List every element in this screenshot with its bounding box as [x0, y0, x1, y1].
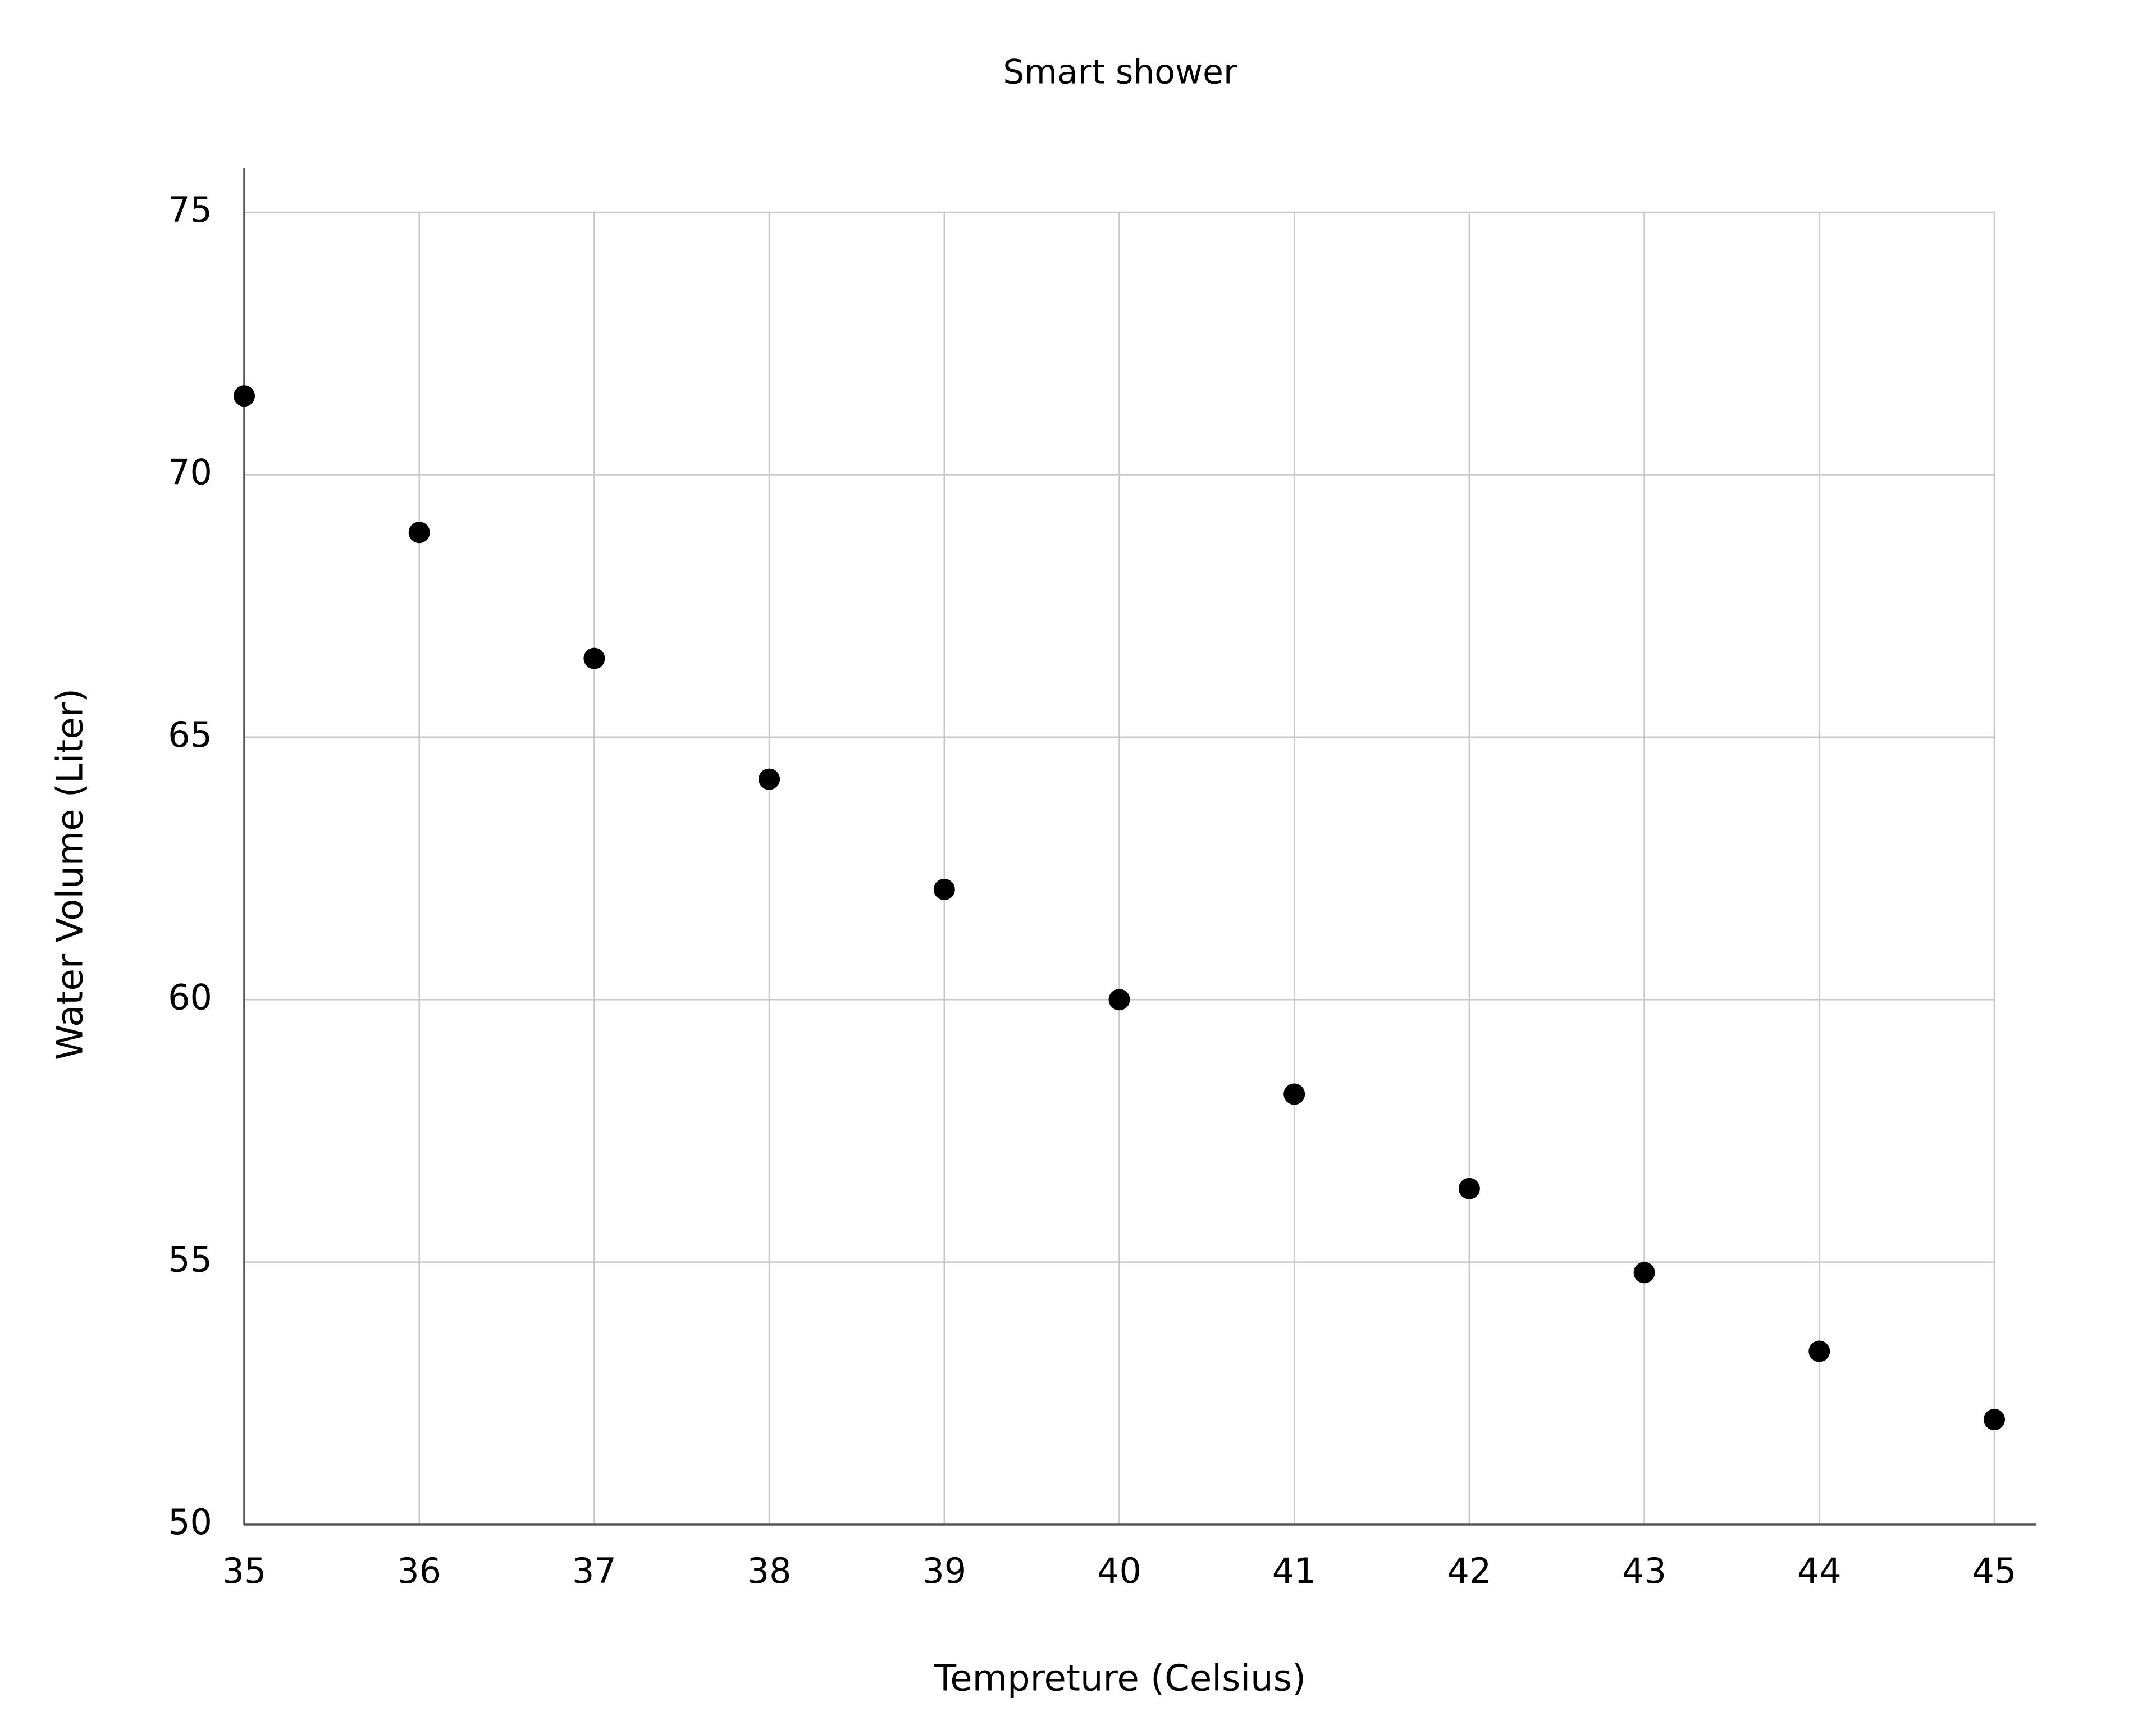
point — [1808, 1340, 1830, 1362]
point — [1633, 1262, 1655, 1284]
point — [1108, 989, 1130, 1011]
y-tick-label: 70 — [168, 451, 212, 492]
x-tick-label: 37 — [572, 1550, 616, 1591]
point — [583, 647, 605, 669]
point — [933, 878, 955, 900]
x-tick-label: 45 — [1972, 1550, 2017, 1591]
x-axis-label: Tempreture (Celsius) — [934, 1658, 1306, 1700]
y-tick-label: 65 — [168, 714, 212, 755]
x-tick-label: 43 — [1622, 1550, 1666, 1591]
x-tick-label: 39 — [922, 1550, 966, 1591]
point — [234, 385, 255, 407]
x-tick-label: 40 — [1097, 1550, 1141, 1591]
y-tick-label: 60 — [168, 976, 212, 1017]
x-tick-label: 36 — [397, 1550, 441, 1591]
y-tick-label: 55 — [168, 1239, 212, 1280]
x-tick-label: 41 — [1272, 1550, 1317, 1591]
point — [408, 522, 430, 544]
x-tick-label: 42 — [1447, 1550, 1491, 1591]
y-tick-label: 75 — [168, 189, 212, 230]
chart-title: Smart shower — [1003, 53, 1237, 92]
x-tick-label: 38 — [747, 1550, 792, 1591]
point — [1984, 1409, 2005, 1431]
y-axis-label: Water Volume (Liter) — [50, 688, 92, 1060]
x-tick-label: 35 — [222, 1550, 267, 1591]
y-tick-label: 50 — [168, 1502, 212, 1543]
point — [759, 768, 780, 790]
point — [1283, 1083, 1305, 1105]
point — [1458, 1178, 1480, 1199]
x-tick-label: 44 — [1797, 1550, 1842, 1591]
